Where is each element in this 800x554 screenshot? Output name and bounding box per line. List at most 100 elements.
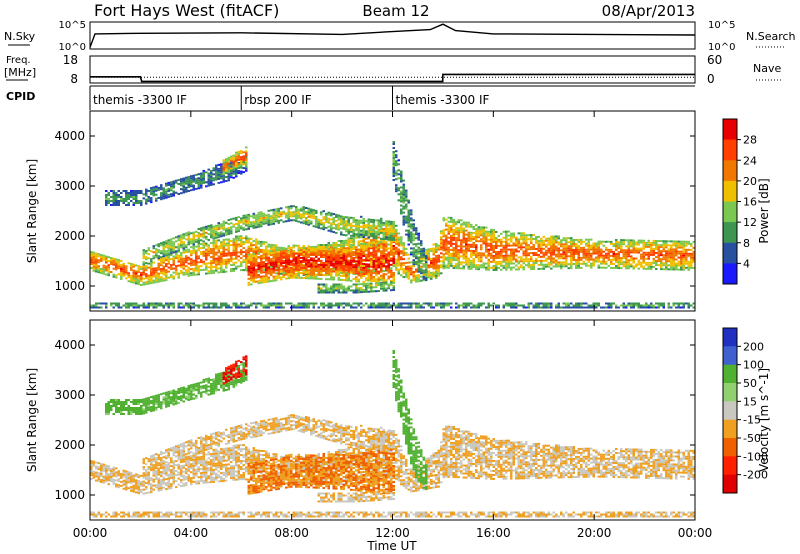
heatmap-cell xyxy=(357,244,360,247)
heatmap-cell xyxy=(357,266,360,269)
heatmap-cell xyxy=(365,302,368,305)
heatmap-cell xyxy=(230,222,233,225)
heatmap-cell xyxy=(145,194,148,197)
heatmap-cell xyxy=(465,223,468,226)
heatmap-cell xyxy=(382,263,385,265)
heatmap-cell xyxy=(492,237,495,239)
heatmap-cell xyxy=(190,232,193,235)
heatmap-cell xyxy=(182,185,185,188)
heatmap-cell xyxy=(232,249,235,252)
heatmap-cell xyxy=(262,261,265,264)
heatmap-cell xyxy=(395,178,398,181)
heatmap-cell xyxy=(197,187,200,190)
heatmap-cell xyxy=(507,262,510,265)
heatmap-cell xyxy=(212,245,215,248)
heatmap-cell xyxy=(277,276,280,279)
heatmap-cell xyxy=(515,240,518,243)
heatmap-cell xyxy=(255,280,258,283)
heatmap-cell xyxy=(415,253,418,256)
heatmap-cell xyxy=(285,259,288,262)
heatmap-cell xyxy=(532,238,535,240)
heatmap-cell xyxy=(330,289,333,292)
heatmap-cell xyxy=(547,243,550,246)
heatmap-cell xyxy=(192,247,195,250)
heatmap-cell xyxy=(345,220,348,223)
heatmap-cell xyxy=(302,271,305,273)
heatmap-cell xyxy=(330,222,333,225)
heatmap-cell xyxy=(212,225,215,228)
heatmap-cell xyxy=(377,231,380,234)
heatmap-cell xyxy=(447,252,450,255)
heatmap-cell xyxy=(192,263,195,266)
heatmap-cell xyxy=(360,274,363,277)
heatmap-cell xyxy=(345,241,348,244)
heatmap-cell xyxy=(225,176,228,178)
heatmap-cell xyxy=(515,306,518,309)
heatmap-cell xyxy=(375,237,378,240)
heatmap-cell xyxy=(460,229,463,232)
heatmap-cell xyxy=(390,257,393,260)
heatmap-cell xyxy=(352,244,355,246)
heatmap-cell xyxy=(285,302,288,305)
heatmap-cell xyxy=(202,254,205,257)
heatmap-cell xyxy=(330,306,333,309)
heatmap-cell xyxy=(97,261,100,264)
heatmap-cell xyxy=(177,276,180,279)
heatmap-cell xyxy=(345,239,348,242)
heatmap-cell xyxy=(235,171,238,174)
heatmap-cell xyxy=(485,254,488,257)
heatmap-cell xyxy=(322,222,325,225)
heatmap-cell xyxy=(315,268,318,270)
heatmap-cell xyxy=(412,261,415,264)
heatmap-cell xyxy=(257,219,260,222)
heatmap-cell xyxy=(497,252,500,255)
heatmap-cell xyxy=(412,227,415,230)
heatmap-cell xyxy=(272,265,275,268)
heatmap-cell xyxy=(360,232,363,235)
heatmap-cell xyxy=(200,182,203,185)
heatmap-cell xyxy=(207,304,210,307)
heatmap-cell xyxy=(482,266,485,269)
heatmap-cell xyxy=(115,264,118,267)
heatmap-cell xyxy=(400,212,403,215)
heatmap-cell xyxy=(197,236,200,238)
heatmap-cell xyxy=(357,278,360,281)
cpid-label: CPID xyxy=(6,90,35,103)
heatmap-cell xyxy=(360,225,363,228)
heatmap-cell xyxy=(392,151,395,153)
heatmap-cell xyxy=(425,302,428,305)
heatmap-cell xyxy=(220,271,223,274)
heatmap-cell xyxy=(142,283,145,286)
heatmap-cell xyxy=(335,272,338,275)
heatmap-cell xyxy=(380,221,383,224)
heatmap-cell xyxy=(347,216,350,219)
heatmap-cell xyxy=(312,273,315,276)
heatmap-cell xyxy=(320,221,323,224)
heatmap-cell xyxy=(165,269,168,272)
heatmap-cell xyxy=(142,263,145,266)
heatmap-cell xyxy=(242,306,245,309)
heatmap-cell xyxy=(320,287,323,290)
heatmap-cell xyxy=(332,283,335,286)
heatmap-cell xyxy=(177,193,180,195)
heatmap-cell xyxy=(442,259,445,262)
heatmap-cell xyxy=(272,269,275,272)
heatmap-cell xyxy=(332,223,335,226)
heatmap-cell xyxy=(475,306,478,309)
heatmap-cell xyxy=(417,266,420,269)
heatmap-cell xyxy=(435,271,438,273)
heatmap-cell xyxy=(330,248,333,251)
heatmap-cell xyxy=(375,246,378,249)
heatmap-cell xyxy=(235,155,238,158)
heatmap-cell xyxy=(437,274,440,277)
heatmap-cell xyxy=(357,227,360,230)
heatmap-cell xyxy=(167,189,170,192)
heatmap-cell xyxy=(470,245,473,248)
heatmap-cell xyxy=(402,262,405,265)
heatmap-cell xyxy=(335,252,338,255)
heatmap-cell xyxy=(312,267,315,270)
heatmap-cell xyxy=(417,236,420,239)
heatmap-cell xyxy=(272,212,275,215)
heatmap-cell xyxy=(120,267,123,270)
heatmap-cell xyxy=(300,209,303,212)
